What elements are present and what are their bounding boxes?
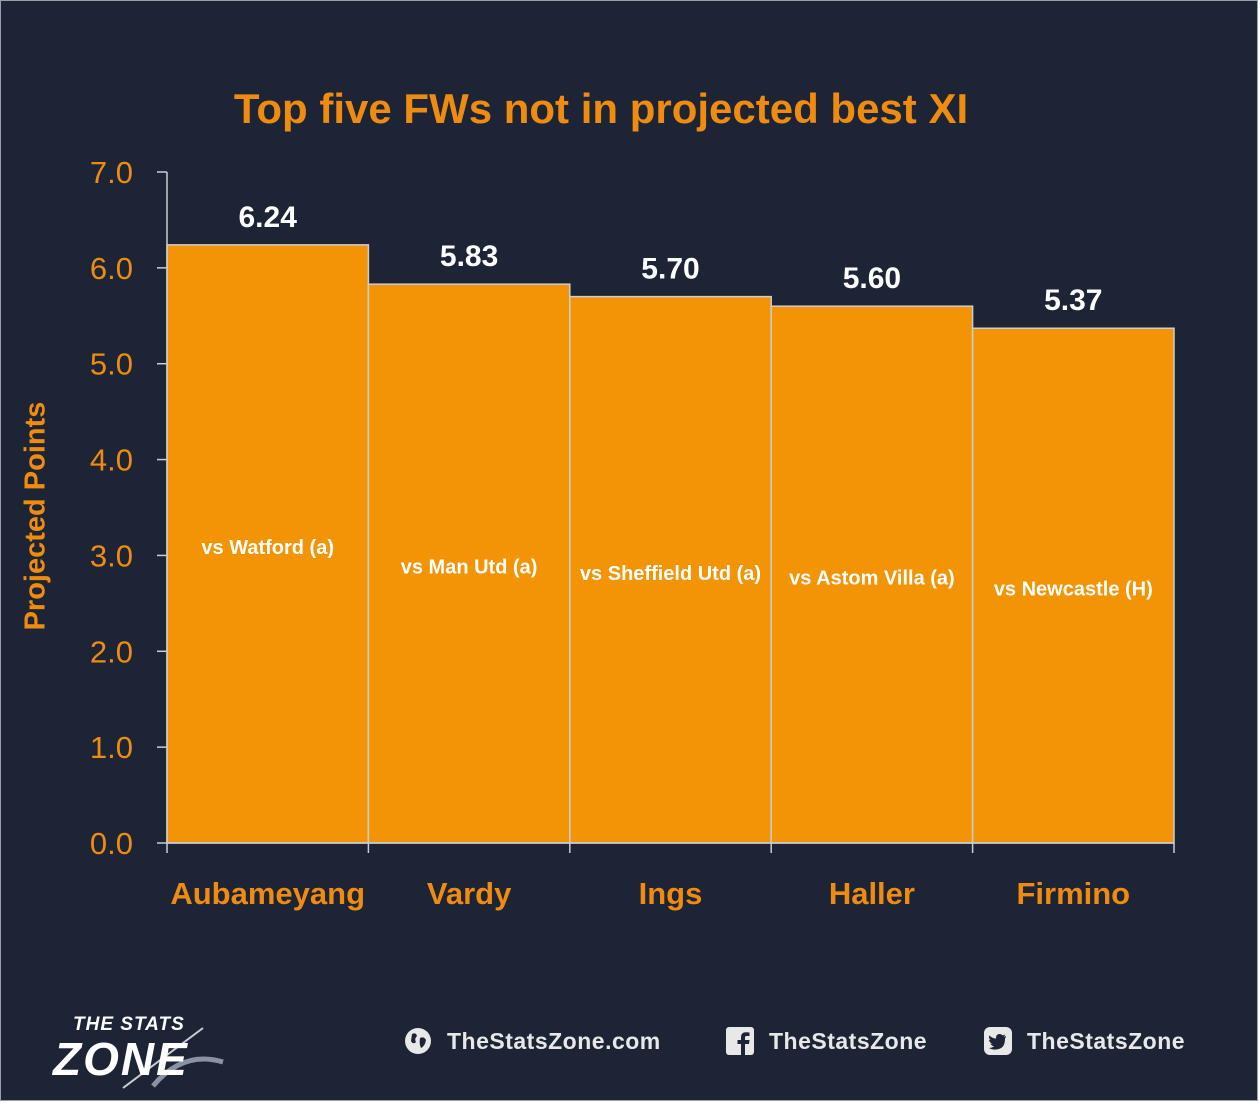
logo-line1: THE STATS — [73, 1014, 185, 1035]
value-label: 5.70 — [641, 253, 699, 286]
footer: THE STATS ZONE TheStatsZone.com TheStats… — [1, 1006, 1259, 1096]
value-label: 5.37 — [1044, 284, 1102, 317]
x-tick-label: Ings — [639, 876, 703, 911]
x-tick-label: Haller — [829, 876, 915, 911]
chart-title: Top five FWs not in projected best XI — [233, 85, 969, 132]
y-tick-label: 5.0 — [90, 347, 133, 382]
bar-vardy — [367, 283, 571, 844]
bar-annotation: vs Watford (a) — [201, 537, 334, 559]
y-tick-label: 6.0 — [90, 251, 133, 286]
value-label: 5.60 — [843, 262, 901, 295]
facebook-text: TheStatsZone — [769, 1027, 928, 1054]
bar-annotation: vs Man Utd (a) — [401, 557, 538, 579]
website-text: TheStatsZone.com — [447, 1027, 661, 1054]
twitter-link[interactable]: TheStatsZone — [983, 1026, 1185, 1056]
stats-zone-logo: THE STATS ZONE — [53, 1010, 283, 1092]
globe-icon — [403, 1026, 433, 1056]
bar-aubameyang — [166, 244, 370, 844]
bar-annotation: vs Sheffield Utd (a) — [580, 563, 761, 585]
y-tick-label: 0.0 — [90, 826, 133, 861]
logo-graphic — [122, 1027, 224, 1089]
twitter-text: TheStatsZone — [1027, 1027, 1186, 1054]
bar-annotation: vs Astom Villa (a) — [789, 568, 955, 590]
twitter-icon — [983, 1026, 1013, 1056]
x-tick-label: Aubameyang — [170, 876, 365, 911]
website-link[interactable]: TheStatsZone.com — [403, 1026, 661, 1056]
value-label: 6.24 — [239, 201, 298, 234]
value-label: 5.83 — [440, 240, 498, 273]
y-tick-label: 4.0 — [90, 443, 133, 478]
bar-haller — [770, 305, 974, 844]
y-tick-label: 7.0 — [90, 155, 133, 190]
y-tick-label: 1.0 — [90, 730, 133, 765]
y-axis-label: Projected Points — [19, 401, 52, 631]
facebook-icon — [725, 1026, 755, 1056]
y-tick-label: 2.0 — [90, 634, 133, 669]
logo-line2: ZONE — [53, 1033, 189, 1085]
y-tick-label: 3.0 — [90, 538, 133, 573]
bar-chart: 0.0 1.0 2.0 3.0 4.0 5.0 6.0 7.0 6.24 vs Watford … — [90, 155, 1175, 911]
x-tick-label: Vardy — [427, 876, 512, 911]
bar-annotation: vs Newcastle (H) — [994, 579, 1153, 601]
facebook-link[interactable]: TheStatsZone — [725, 1026, 927, 1056]
bar-ings — [569, 295, 772, 844]
x-tick-label: Firmino — [1016, 876, 1130, 911]
